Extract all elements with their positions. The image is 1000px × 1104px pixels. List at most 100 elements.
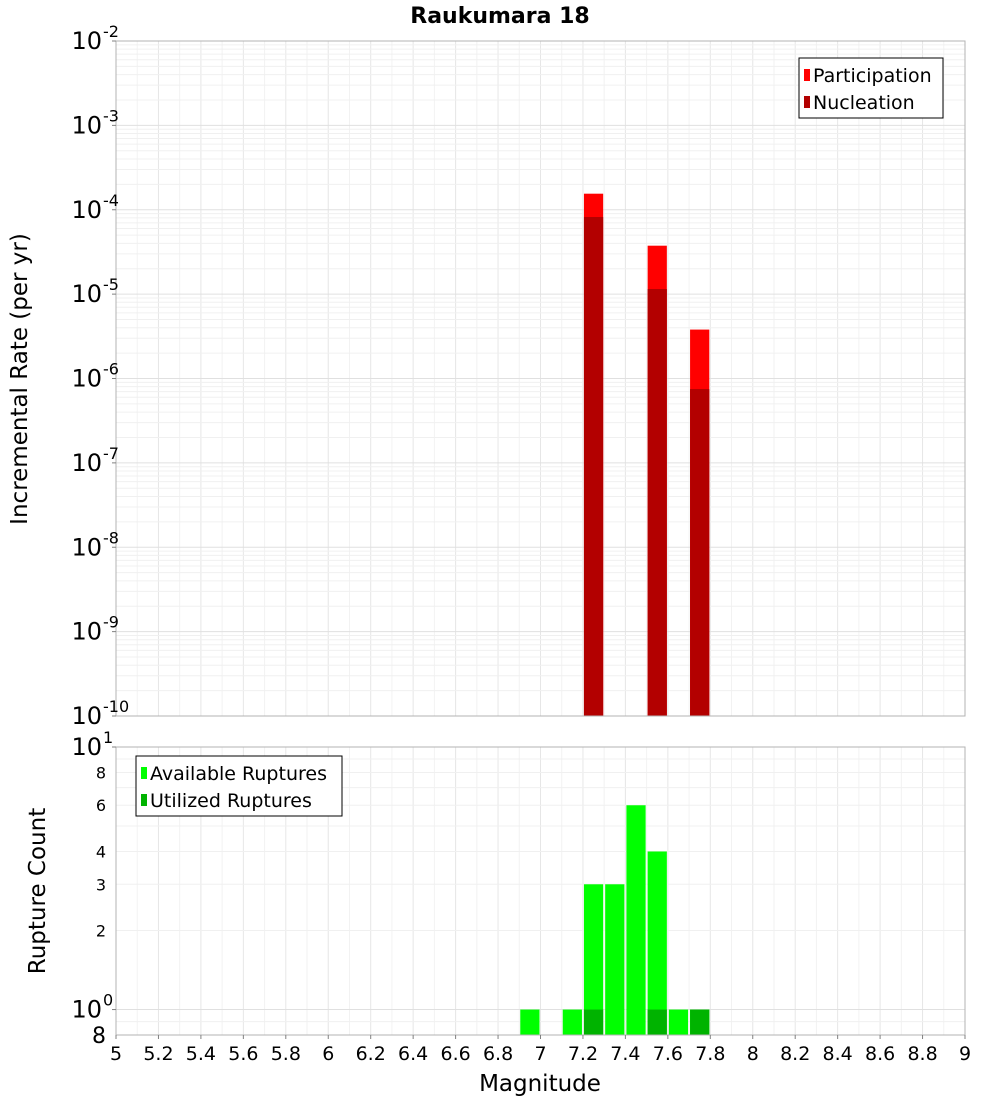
count-chart-bar <box>583 884 604 1035</box>
x-tick-label: 5.4 <box>186 1043 216 1065</box>
rate-chart-ytick-exp: -8 <box>103 528 119 547</box>
rate-chart-legend-swatch <box>804 69 810 81</box>
rate-chart-ytick-base: 10 <box>71 111 102 139</box>
count-chart-bar <box>605 884 625 1035</box>
x-tick-label: 7.8 <box>695 1043 725 1065</box>
x-tick-label: 7.2 <box>568 1043 598 1065</box>
rate-chart-ytick-exp: -9 <box>103 613 119 632</box>
rate-chart-bar <box>583 217 604 716</box>
rate-chart-ytick-base: 10 <box>71 280 102 308</box>
count-chart-ytick-text: 6 <box>96 796 106 815</box>
count-chart-legend: Available Ruptures Utilized Ruptures <box>135 755 343 817</box>
x-tick-label: 6.8 <box>483 1043 513 1065</box>
count-chart-legend-label: Utilized Ruptures <box>150 790 312 812</box>
count-chart-ytick-label: 2 <box>96 922 106 941</box>
count-chart-ytick-label: 10 0 <box>71 991 116 1024</box>
rate-chart-ytick-label: 10 -7 <box>71 444 119 477</box>
rate-chart-ytick-label: 10 -10 <box>71 697 129 730</box>
rate-chart-ytick-base: 10 <box>71 533 102 561</box>
x-tick-label: 9 <box>959 1043 971 1065</box>
x-tick-label: 6.6 <box>440 1043 470 1065</box>
rate-chart-bar <box>647 289 667 716</box>
count-chart-bar <box>583 1009 604 1035</box>
count-chart-ytick-label: 6 <box>96 796 106 815</box>
count-chart-bar <box>647 851 667 1035</box>
x-tick-label: 6.2 <box>356 1043 386 1065</box>
x-tick-label: 6.4 <box>398 1043 428 1065</box>
rate-chart-ytick-exp: -5 <box>103 275 119 294</box>
x-tick-label: 7.4 <box>610 1043 640 1065</box>
rate-chart-bar <box>690 389 710 716</box>
rate-chart-ytick-exp: -10 <box>103 697 129 716</box>
rate-chart-legend: Participation Nucleation <box>798 57 944 119</box>
count-chart-ytick-label: 4 <box>96 842 106 861</box>
count-chart-ytick-text: 8 <box>92 1024 106 1049</box>
count-chart-ytick-base: 10 <box>71 996 102 1024</box>
rate-chart-legend-label: Participation <box>813 65 932 87</box>
rate-chart-ytick-exp: -3 <box>103 106 119 125</box>
count-chart-ytick-label: 10 1 <box>71 728 116 761</box>
count-chart-legend-label: Available Ruptures <box>150 763 327 785</box>
rate-chart-ytick-base: 10 <box>71 365 102 393</box>
rate-chart-ytick-exp: -2 <box>103 22 119 41</box>
x-tick-label: 5 <box>110 1043 122 1065</box>
count-chart-series-1 <box>583 1009 710 1035</box>
x-tick-label: 8.2 <box>780 1043 810 1065</box>
rate-chart-ytick-label: 10 -8 <box>71 528 119 561</box>
count-chart-bar <box>647 1009 667 1035</box>
count-chart-series-0 <box>520 805 710 1035</box>
x-tick-label: 8.4 <box>823 1043 853 1065</box>
x-tick-label: 8.8 <box>907 1043 937 1065</box>
count-chart-legend-swatch <box>141 767 147 779</box>
rate-chart-ytick-label: 10 -6 <box>71 360 119 393</box>
rate-chart-series-1 <box>583 217 710 716</box>
rate-chart-ytick-base: 10 <box>71 27 102 55</box>
count-chart-ytick-exp: 1 <box>103 728 113 747</box>
x-tick-label: 5.2 <box>143 1043 173 1065</box>
x-axis-label: Magnitude <box>479 1071 601 1097</box>
x-tick-label: 5.6 <box>228 1043 258 1065</box>
count-chart-ytick-text: 4 <box>96 842 106 861</box>
rate-chart-ytick-base: 10 <box>71 196 102 224</box>
x-tick-label: 5.8 <box>271 1043 301 1065</box>
chart-title: Raukumara 18 <box>410 4 589 29</box>
count-chart-ytick-label: 8 <box>96 763 106 782</box>
count-chart-bar <box>520 1009 540 1035</box>
rate-chart-ytick-label: 10 -4 <box>71 191 119 224</box>
count-chart-ytick-base: 10 <box>71 733 102 761</box>
count-chart-ytick-label: 3 <box>96 875 106 894</box>
rate-chart-legend-box <box>798 57 944 119</box>
x-tick-label: 8 <box>747 1043 759 1065</box>
count-chart-bar <box>668 1009 689 1035</box>
rate-chart-ytick-exp: -6 <box>103 360 119 379</box>
count-chart-bar <box>562 1009 582 1035</box>
count-chart-legend-swatch <box>141 794 147 806</box>
count-chart-ylabel: Rupture Count <box>25 808 51 974</box>
rate-chart-ytick-exp: -7 <box>103 444 119 463</box>
rate-chart-ytick-base: 10 <box>71 618 102 646</box>
count-chart-ytick-text: 3 <box>96 875 106 894</box>
rate-chart-ytick-label: 10 -2 <box>71 22 119 55</box>
count-chart-ytick-label: 8 <box>92 1024 106 1049</box>
rate-chart-grid <box>115 40 966 717</box>
rate-chart-ytick-label: 10 -3 <box>71 106 119 139</box>
x-tick-label: 8.6 <box>865 1043 895 1065</box>
x-tick-label: 7.6 <box>653 1043 683 1065</box>
x-tick-label: 6 <box>322 1043 334 1065</box>
rate-chart-ytick-exp: -4 <box>103 191 119 210</box>
rate-chart-ylabel: Incremental Rate (per yr) <box>7 233 33 525</box>
count-chart-bar <box>626 805 646 1035</box>
rate-chart-ytick-label: 10 -9 <box>71 613 119 646</box>
rate-chart-ytick-label: 10 -5 <box>71 275 119 308</box>
x-tick-label: 7 <box>534 1043 546 1065</box>
count-chart-bar <box>690 1009 710 1035</box>
count-chart-ytick-text: 8 <box>96 763 106 782</box>
count-chart-ytick-exp: 0 <box>103 991 113 1010</box>
count-chart-legend-box <box>135 755 343 817</box>
rate-chart-ytick-base: 10 <box>71 702 102 730</box>
count-chart-ytick-text: 2 <box>96 922 106 941</box>
rate-chart-ytick-base: 10 <box>71 449 102 477</box>
rate-chart-legend-swatch <box>804 96 810 108</box>
